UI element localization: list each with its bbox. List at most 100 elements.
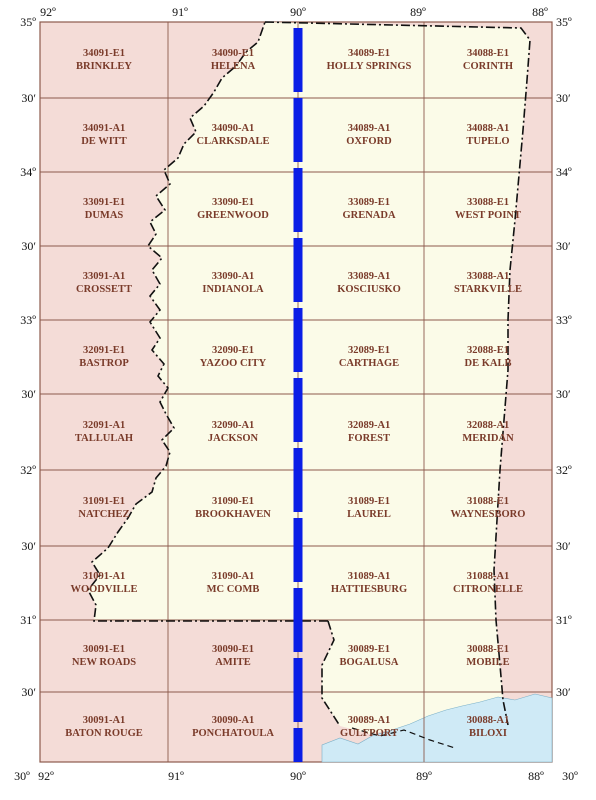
quadrangle-cell[interactable]: 32091-A1 TALLULAH	[75, 420, 133, 444]
quadrangle-cell[interactable]: 33088-A1 STARKVILLE	[454, 271, 522, 295]
quadrangle-cell[interactable]: 30090-E1 AMITE	[212, 644, 254, 668]
quadrangle-name: HOLLY SPRINGS	[327, 61, 412, 72]
quadrangle-cell[interactable]: 30088-A1 BILOXI	[467, 715, 510, 739]
quadrangle-name: BATON ROUGE	[65, 728, 143, 739]
quadrangle-code: 33088-A1	[467, 271, 510, 282]
quadrangle-cell[interactable]: 32090-E1 YAZOO CITY	[200, 345, 267, 369]
quadrangle-code: 31091-E1	[83, 496, 125, 507]
quadrangle-cell[interactable]: 34088-E1 CORINTH	[463, 48, 513, 72]
latitude-label-right: 32º	[556, 463, 572, 477]
quadrangle-name: MERIDAN	[462, 433, 514, 444]
quadrangle-cell[interactable]: 34090-A1 CLARKSDALE	[197, 123, 270, 147]
quadrangle-name: TUPELO	[466, 136, 509, 147]
quadrangle-cell[interactable]: 30088-E1 MOBILE	[466, 644, 509, 668]
quadrangle-cell[interactable]: 31089-E1 LAUREL	[347, 496, 391, 520]
quadrangle-cell[interactable]: 34088-A1 TUPELO	[466, 123, 509, 147]
quadrangle-cell[interactable]: 34089-A1 OXFORD	[346, 123, 392, 147]
quadrangle-name: CROSSETT	[76, 284, 132, 295]
quadrangle-cell[interactable]: 32088-A1 MERIDAN	[462, 420, 514, 444]
quadrangle-code: 32088-A1	[467, 420, 510, 431]
quadrangle-name: NATCHEZ	[78, 509, 129, 520]
quadrangle-cell[interactable]: 33091-E1 DUMAS	[83, 197, 125, 221]
longitude-label-top: 89º	[410, 5, 426, 19]
latitude-label-right: 30′	[556, 387, 571, 401]
quadrangle-name: DUMAS	[85, 210, 124, 221]
quadrangle-code: 30090-A1	[212, 715, 255, 726]
quadrangle-name: BASTROP	[79, 358, 129, 369]
quadrangle-code: 31090-A1	[212, 571, 255, 582]
latitude-label-right: 30′	[556, 685, 571, 699]
quadrangle-code: 31090-E1	[212, 496, 254, 507]
quadrangle-name: WAYNESBORO	[451, 509, 526, 520]
quadrangle-name: KOSCIUSKO	[337, 284, 401, 295]
gulf-of-mexico-water	[321, 693, 553, 763]
longitude-label-bottom: 89º	[416, 769, 432, 783]
latitude-label-left: 34º	[20, 165, 36, 179]
quadrangle-code: 33090-E1	[212, 197, 254, 208]
quadrangle-name: WEST POINT	[455, 210, 521, 221]
quadrangle-cell[interactable]: 31091-A1 WOODVILLE	[70, 571, 137, 595]
quadrangle-cell[interactable]: 34091-E1 BRINKLEY	[76, 48, 132, 72]
latitude-label-right: 30′	[556, 539, 571, 553]
longitude-label-bottom: 91º	[168, 769, 184, 783]
quadrangle-name: INDIANOLA	[202, 284, 264, 295]
quadrangle-name: AMITE	[215, 657, 251, 668]
quadrangle-cell[interactable]: 31088-E1 WAYNESBORO	[451, 496, 526, 520]
quadrangle-cell[interactable]: 33091-A1 CROSSETT	[76, 271, 132, 295]
quadrangle-name: PONCHATOULA	[192, 728, 274, 739]
quadrangle-name: TALLULAH	[75, 433, 133, 444]
latitude-label-left: 30′	[21, 387, 36, 401]
quadrangle-cell[interactable]: 33089-E1 GRENADA	[342, 197, 396, 221]
quadrangle-cell[interactable]: 30091-E1 NEW ROADS	[72, 644, 136, 668]
latitude-label-left: 31º	[20, 613, 36, 627]
quadrangle-cell[interactable]: 34089-E1 HOLLY SPRINGS	[327, 48, 412, 72]
quadrangle-name: CARTHAGE	[339, 358, 399, 369]
quadrangle-code: 33089-E1	[348, 197, 390, 208]
quadrangle-cell[interactable]: 33090-E1 GREENWOOD	[197, 197, 269, 221]
quadrangle-code: 32090-E1	[212, 345, 254, 356]
quadrangle-code: 32091-A1	[83, 420, 126, 431]
quadrangle-cell[interactable]: 30091-A1 BATON ROUGE	[65, 715, 143, 739]
quadrangle-cell[interactable]: 31091-E1 NATCHEZ	[78, 496, 129, 520]
quadrangle-cell[interactable]: 32089-E1 CARTHAGE	[339, 345, 399, 369]
longitude-label-top: 92º	[40, 5, 56, 19]
quadrangle-name: DE WITT	[81, 136, 127, 147]
quadrangle-cell[interactable]: 30089-E1 BOGALUSA	[340, 644, 399, 668]
quadrangle-name: CORINTH	[463, 61, 513, 72]
quadrangle-cell[interactable]: 32090-A1 JACKSON	[208, 420, 259, 444]
quadrangle-cell[interactable]: 31090-A1 MC COMB	[207, 571, 260, 595]
quadrangle-code: 34089-E1	[348, 48, 390, 59]
longitude-label-bottom: 92º	[38, 769, 54, 783]
quadrangle-cell[interactable]: 30090-A1 PONCHATOULA	[192, 715, 274, 739]
quadrangle-cell[interactable]: 31089-A1 HATTIESBURG	[331, 571, 407, 595]
quadrangle-cell[interactable]: 33088-E1 WEST POINT	[455, 197, 521, 221]
quadrangle-code: 33090-A1	[212, 271, 255, 282]
latitude-label-left: 30′	[21, 685, 36, 699]
quadrangle-code: 31088-E1	[467, 496, 509, 507]
quadrangle-name: STARKVILLE	[454, 284, 522, 295]
quadrangle-code: 33091-A1	[83, 271, 126, 282]
quadrangle-cell[interactable]: 31090-E1 BROOKHAVEN	[195, 496, 271, 520]
quadrangle-code: 33091-E1	[83, 197, 125, 208]
quadrangle-code: 30091-A1	[83, 715, 126, 726]
quadrangle-name: WOODVILLE	[70, 584, 137, 595]
quadrangle-cell[interactable]: 32088-E1 DE KALB	[465, 345, 512, 369]
quadrangle-cell[interactable]: 33090-A1 INDIANOLA	[202, 271, 264, 295]
quadrangle-code: 34088-E1	[467, 48, 509, 59]
quadrangle-cell[interactable]: 30089-A1 GULFPORT	[340, 715, 398, 739]
quadrangle-code: 32090-A1	[212, 420, 255, 431]
quadrangle-cell[interactable]: 34090-E1 HELENA	[211, 48, 256, 72]
latitude-label-right: 30′	[556, 91, 571, 105]
quadrangle-code: 32089-A1	[348, 420, 391, 431]
quadrangle-cell[interactable]: 33089-A1 KOSCIUSKO	[337, 271, 401, 295]
quadrangle-code: 31089-E1	[348, 496, 390, 507]
quadrangle-name: BRINKLEY	[76, 61, 132, 72]
quadrangle-cell[interactable]: 32089-A1 FOREST	[348, 420, 391, 444]
quadrangle-cell[interactable]: 32091-E1 BASTROP	[79, 345, 129, 369]
quadrangle-name: MOBILE	[466, 657, 509, 668]
quadrangle-code: 30088-A1	[467, 715, 510, 726]
quadrangle-code: 33088-E1	[467, 197, 509, 208]
quadrangle-cell[interactable]: 34091-A1 DE WITT	[81, 123, 127, 147]
quadrangle-cell[interactable]: 31088-A1 CITRONELLE	[453, 571, 523, 595]
